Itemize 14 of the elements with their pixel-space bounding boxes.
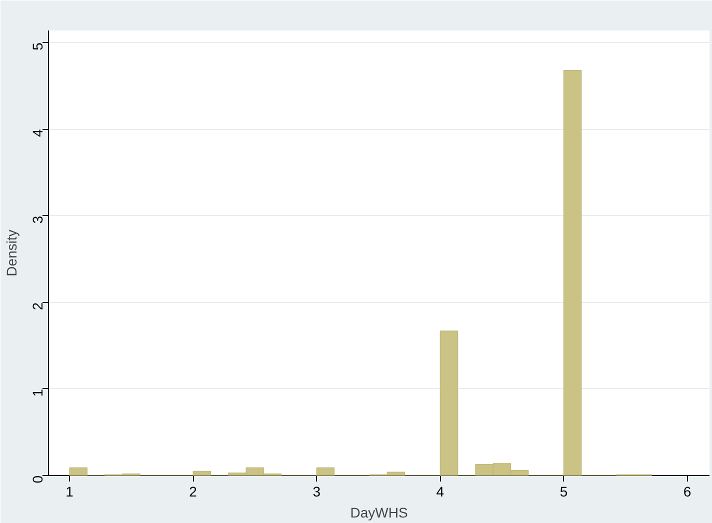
x-tick-label: 5: [560, 484, 568, 500]
y-tick-label: 5: [30, 42, 46, 50]
x-tick-label: 3: [312, 484, 321, 500]
x-tick-label: 2: [189, 484, 198, 500]
y-tick-label: 2: [30, 302, 46, 310]
x-axis-title: DayWHS: [350, 504, 408, 520]
x-tick-label: 1: [66, 484, 74, 500]
y-tick-label: 1: [30, 388, 46, 397]
y-tick-label: 3: [30, 216, 46, 224]
y-tick-label: 0: [30, 475, 46, 484]
x-tick-label: 6: [683, 484, 692, 500]
y-axis-title: Density: [4, 230, 20, 276]
y-tick-label: 4: [30, 128, 46, 137]
x-tick-label: 4: [436, 484, 444, 500]
